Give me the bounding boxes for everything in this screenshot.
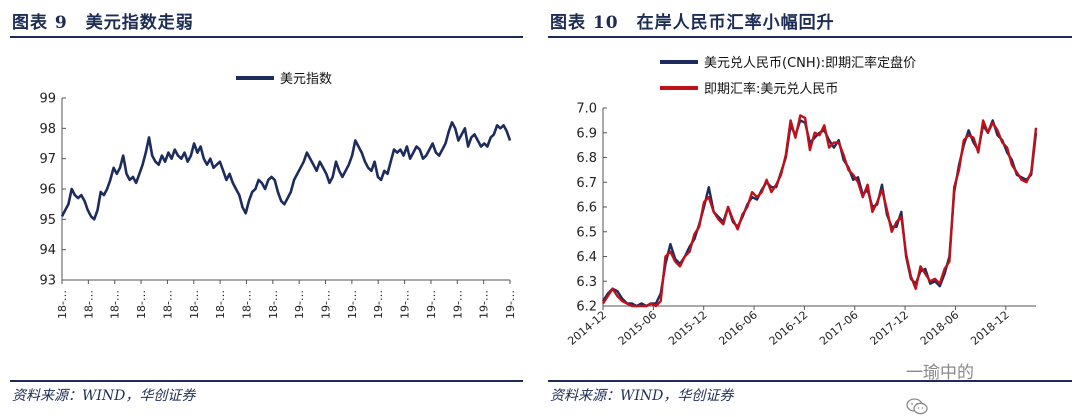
y-tick-label: 6.7 bbox=[576, 176, 597, 191]
x-tick-label: 2015-06 bbox=[616, 308, 660, 348]
y-tick-label: 95 bbox=[39, 213, 56, 228]
series-group bbox=[60, 121, 512, 221]
cny-rate-panel: 图表 10 在岸人民币汇率小幅回升 6.2 6.3 6.4 6.5 6.6 6.7 6.8 6… bbox=[548, 0, 1072, 417]
usd-index-chart: 93 94 95 96 97 98 99 18-… 18-… 18-… 18-… 18-… 18-… 18… bbox=[39, 72, 517, 319]
y-tick-label: 97 bbox=[39, 152, 56, 167]
x-tick-label: 19-… bbox=[346, 290, 359, 319]
x-tick-label: 19-… bbox=[320, 290, 333, 319]
x-tick-label: 2015-12 bbox=[666, 308, 710, 348]
series-line bbox=[60, 121, 512, 221]
x-tick-label: 19-… bbox=[504, 290, 517, 319]
wechat-icon bbox=[906, 398, 928, 415]
usd-index-source: 资料来源：WIND，华创证券 bbox=[12, 388, 196, 404]
legend-label: 美元指数 bbox=[280, 72, 332, 87]
legend-label: 即期汇率:美元兑人民币 bbox=[704, 81, 838, 97]
y-tick-label: 6.5 bbox=[576, 225, 597, 240]
x-tick-label: 18-… bbox=[214, 290, 227, 319]
x-tick-label: 19-… bbox=[425, 290, 438, 319]
x-tick-label: 2017-12 bbox=[867, 308, 911, 348]
y-tick-label: 6.2 bbox=[576, 300, 597, 315]
x-tick-label: 19-… bbox=[399, 290, 412, 319]
y-tick-label: 6.6 bbox=[576, 201, 597, 216]
y-tick-label: 6.8 bbox=[576, 151, 597, 166]
cny-rate-figure-title: 图表 10 在岸人民币汇率小幅回升 bbox=[550, 13, 835, 33]
x-tick-label: 2017-06 bbox=[817, 308, 861, 348]
usd-index-panel: 图表 9 美元指数走弱 93 94 95 96 97 98 99 18-… 18-… 18-… 18… bbox=[10, 0, 523, 417]
watermark-text: 一瑜中的 bbox=[906, 363, 974, 383]
y-tick-label: 99 bbox=[39, 92, 56, 107]
cny-rate-source: 资料来源：WIND，华创证券 bbox=[550, 388, 734, 404]
y-tick-label: 7.0 bbox=[576, 102, 597, 117]
series-line bbox=[601, 119, 1038, 308]
x-tick-label: 2016-12 bbox=[767, 308, 811, 348]
y-tick-label: 98 bbox=[39, 122, 56, 137]
x-tick-label: 2016-06 bbox=[716, 308, 760, 348]
x-tick-label: 2018-06 bbox=[918, 308, 962, 348]
y-tick-label: 93 bbox=[39, 274, 56, 289]
cny-rate-top-rule bbox=[548, 36, 1072, 38]
x-tick-label: 19-… bbox=[478, 290, 491, 319]
legend-label: 美元兑人民币(CNH):即期汇率定盘价 bbox=[704, 55, 916, 71]
series-line bbox=[601, 114, 1038, 308]
x-tick-label: 18-… bbox=[188, 290, 201, 319]
y-tick-label: 96 bbox=[39, 183, 56, 198]
x-tick-label: 18-… bbox=[267, 290, 280, 319]
x-tick-label: 19-… bbox=[372, 290, 385, 319]
x-tick-label: 18-… bbox=[82, 290, 95, 319]
y-tick-label: 94 bbox=[39, 243, 56, 258]
x-tick-label: 2018-12 bbox=[968, 308, 1012, 348]
x-tick-label: 19-… bbox=[451, 290, 464, 319]
y-tick-label: 6.9 bbox=[576, 126, 597, 141]
x-tick-label: 18-… bbox=[109, 290, 122, 319]
x-tick-label: 18-… bbox=[240, 290, 253, 319]
watermark: 一瑜中的 bbox=[906, 358, 974, 415]
x-tick-label: 18-… bbox=[161, 290, 174, 319]
usd-index-top-rule bbox=[10, 36, 523, 38]
cny-rate-bottom-rule bbox=[548, 380, 1072, 382]
x-tick-label: 18-… bbox=[56, 290, 69, 319]
usd-index-figure-title: 图表 9 美元指数走弱 bbox=[12, 13, 194, 33]
x-tick-label: 18-… bbox=[135, 290, 148, 319]
series-group bbox=[601, 114, 1038, 308]
y-tick-label: 6.3 bbox=[576, 275, 597, 290]
y-tick-label: 6.4 bbox=[576, 250, 597, 265]
x-tick-label: 19-… bbox=[293, 290, 306, 319]
usd-index-bottom-rule bbox=[10, 380, 523, 382]
